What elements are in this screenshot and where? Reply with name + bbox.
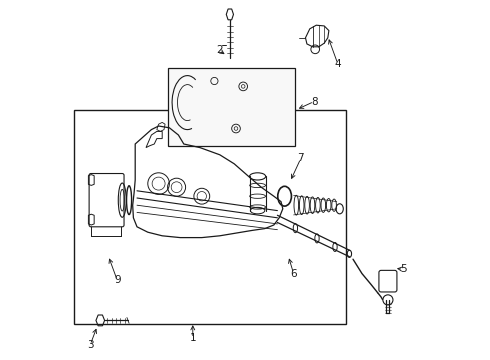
Text: 5: 5 — [400, 264, 407, 274]
Text: 8: 8 — [311, 96, 318, 107]
FancyBboxPatch shape — [379, 270, 397, 292]
FancyBboxPatch shape — [89, 174, 124, 227]
Text: 1: 1 — [190, 333, 196, 343]
Bar — [74, 110, 346, 324]
Text: 4: 4 — [335, 59, 341, 69]
Bar — [168, 68, 295, 146]
Text: 6: 6 — [290, 269, 297, 279]
Text: 2: 2 — [216, 45, 222, 55]
Text: 7: 7 — [297, 153, 304, 163]
Text: 3: 3 — [87, 340, 94, 350]
Text: 9: 9 — [114, 275, 121, 285]
